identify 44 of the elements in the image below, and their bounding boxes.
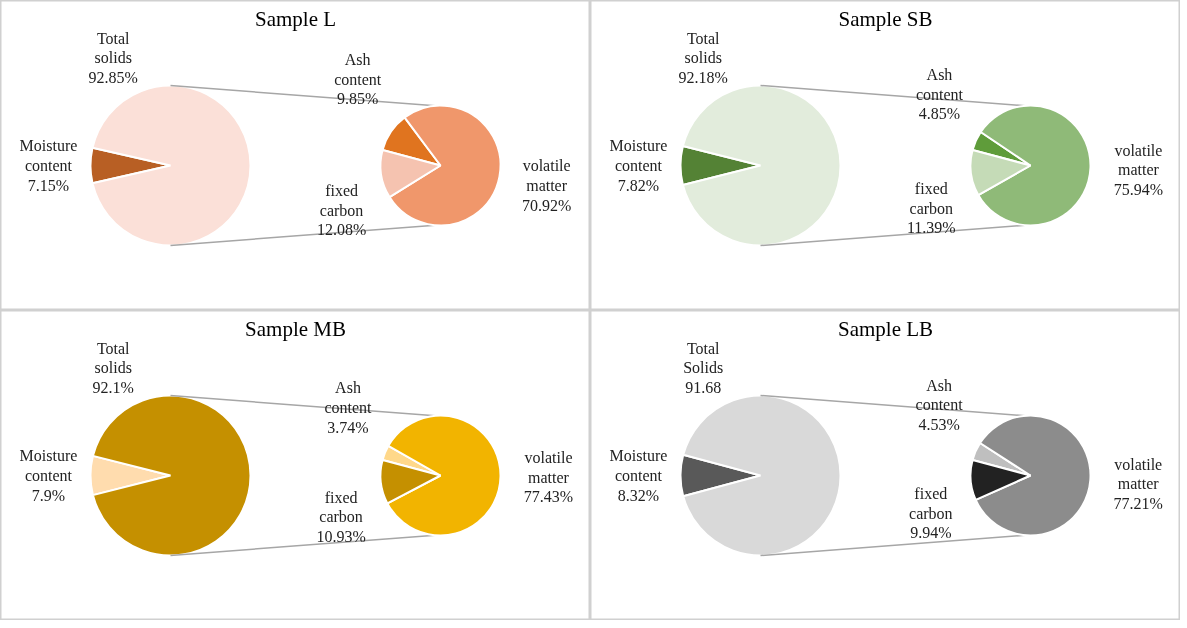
data-label: 77.21% (1113, 494, 1163, 512)
slice-label: fixed carbon (319, 182, 364, 219)
slice-label: Total solids (94, 339, 132, 377)
data-label: 7.9% (31, 486, 66, 504)
data-label: 9.94% (910, 524, 952, 542)
slice-label: volatile matter (1114, 455, 1163, 493)
text: Sample MB (245, 316, 346, 341)
slice-label: Total solids (684, 29, 722, 67)
slice-label: fixed carbon (319, 488, 363, 526)
data-label: 3.74% (327, 418, 369, 436)
slice-label: Moisture content (609, 447, 668, 484)
slice-label: Ash content (915, 376, 964, 414)
data-label: 12.08% (316, 221, 367, 239)
slice-label: Ash content (334, 51, 382, 88)
data-label: 92.1% (92, 378, 134, 396)
data-label: 92.85% (88, 68, 138, 86)
slice-label: Total solids (94, 29, 132, 67)
slice-label: fixed carbon (909, 180, 954, 217)
slice-label: Ash content (915, 66, 964, 103)
text: Sample LB (837, 316, 934, 341)
data-label: 75.94% (1113, 180, 1164, 198)
text: Sample L (254, 6, 337, 31)
data-label: 9.85% (337, 90, 379, 108)
slice-label: Ash content (324, 379, 373, 417)
slice-label: volatile matter (524, 449, 573, 486)
data-label: 7.82% (617, 176, 660, 194)
slice-label: Total Solids (683, 339, 724, 377)
data-label: 4.85% (918, 105, 961, 123)
slice-label: Moisture content (19, 137, 78, 174)
data-label: 77.43% (523, 488, 574, 506)
data-label: 8.32% (617, 486, 660, 504)
data-label: 92.18% (678, 68, 728, 86)
data-label: 7.15% (27, 176, 70, 194)
slice-label: Moisture content (609, 137, 668, 174)
slice-label: volatile matter (1114, 141, 1163, 179)
slice-label: fixed carbon (909, 485, 953, 522)
slice-label: Moisture content (19, 447, 78, 484)
data-label: 4.53% (918, 416, 960, 434)
data-label: 11.39% (906, 219, 956, 237)
data-label: 10.93% (316, 527, 366, 545)
data-label: 91.68 (685, 378, 722, 396)
text: Sample SB (838, 6, 933, 31)
slice-label: volatile matter (522, 157, 571, 195)
data-label: 70.92% (521, 196, 572, 214)
